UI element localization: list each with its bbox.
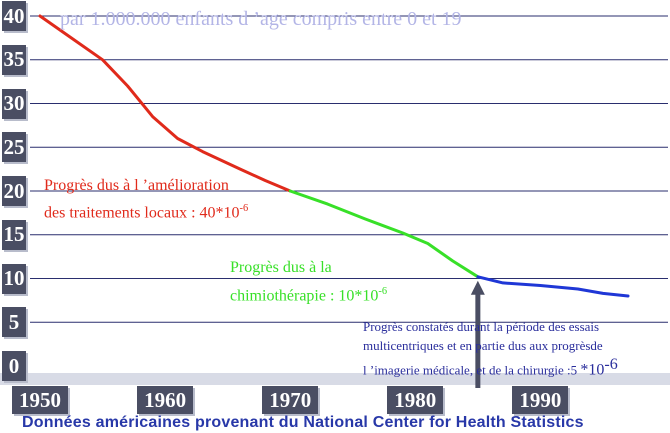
annotation-local-treatment: Progrès dus à l ’amélioration des traite…	[44, 174, 248, 224]
y-tick-label-35: 35	[2, 44, 26, 75]
y-tick-label-15: 15	[2, 219, 26, 250]
x-tick-label-1990: 1990	[512, 386, 569, 414]
y-tick-label-5: 5	[2, 307, 26, 338]
series-line-local	[38, 14, 292, 193]
series-line-chemo	[288, 189, 480, 279]
annotation-imaging-line3: l ’imagerie médicale, et de la chirurgie…	[363, 356, 618, 379]
x-tick-label-1970: 1970	[262, 386, 319, 414]
annotation-chemo-line2: chimiothérapie : 10*10-6	[230, 286, 388, 305]
annotation-chemo-line1: Progrès dus à la	[230, 259, 332, 276]
x-tick-label-1980: 1980	[387, 386, 444, 414]
y-tick-label-25: 25	[2, 132, 26, 163]
y-tick-label-30: 30	[2, 88, 26, 119]
annotation-local-line2: des traitements locaux : 40*10-6	[44, 203, 249, 222]
annotation-imaging-line1: Progrès constatés durant la période des …	[363, 319, 600, 334]
series-line-imaging	[476, 275, 630, 298]
source-note: Données américaines provenant du Nationa…	[22, 414, 584, 431]
y-tick-label-10: 10	[2, 263, 26, 294]
chart-subtitle: par 1.000.000 enfants d ’age compris ent…	[60, 8, 462, 30]
y-tick-label-0: 0	[2, 351, 26, 381]
axis-baseline-band	[0, 373, 670, 385]
arrow-indicator	[470, 280, 485, 388]
arrow-shaft	[475, 292, 481, 388]
y-tick-label-40: 40	[2, 1, 26, 31]
series-lines	[38, 14, 630, 298]
x-tick-label-1960: 1960	[137, 386, 194, 414]
annotation-local-line1: Progrès dus à l ’amélioration	[44, 177, 229, 194]
grid-lines	[0, 15, 670, 385]
x-tick-label-1950: 1950	[12, 386, 68, 414]
annotation-imaging-line2: multicentriques et en partie dus aux pro…	[363, 338, 603, 353]
annotation-chemotherapy: Progrès dus à la chimiothérapie : 10*10-…	[230, 256, 387, 308]
y-tick-label-20: 20	[2, 176, 26, 206]
annotation-imaging: Progrès constatés durant la période des …	[363, 317, 618, 379]
arrow-head	[470, 280, 485, 295]
